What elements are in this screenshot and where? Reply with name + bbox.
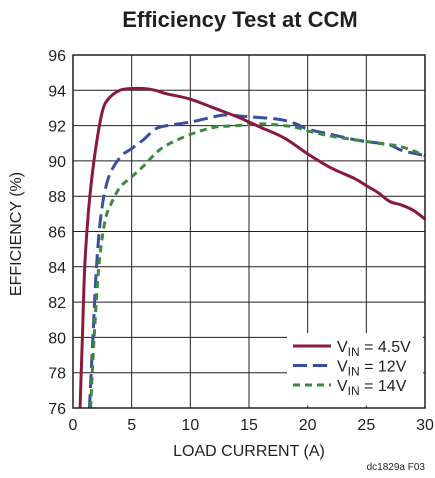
x-tick-label: 15 bbox=[240, 417, 258, 434]
figure-footnote: dc1829a F03 bbox=[367, 462, 426, 473]
y-tick-label: 82 bbox=[48, 295, 66, 312]
series-line-2 bbox=[89, 122, 425, 408]
x-axis-label: LOAD CURRENT (A) bbox=[173, 443, 325, 460]
y-tick-label: 76 bbox=[48, 401, 66, 418]
x-tick-label: 5 bbox=[127, 417, 136, 434]
x-tick-label: 30 bbox=[416, 417, 434, 434]
plot-frame bbox=[72, 54, 426, 409]
y-tick-label: 90 bbox=[48, 154, 66, 171]
tick-labels: 0 5 10 15 20 25 30 76 78 80 82 84 86 88 90 92 94 96 bbox=[48, 48, 434, 434]
y-tick-label: 84 bbox=[48, 260, 66, 277]
y-tick-label: 94 bbox=[48, 83, 66, 100]
y-tick-label: 96 bbox=[48, 48, 66, 65]
chart-title: Efficiency Test at CCM bbox=[122, 7, 358, 32]
y-axis-label: EFFICIENCY (%) bbox=[8, 172, 25, 296]
x-tick-label: 10 bbox=[181, 417, 199, 434]
series-layer bbox=[78, 86, 425, 408]
x-tick-label: 20 bbox=[299, 417, 317, 434]
x-tick-label: 0 bbox=[69, 417, 78, 434]
legend-label-0: VIN = 4.5V bbox=[337, 339, 411, 359]
series-line-0 bbox=[78, 86, 425, 408]
legend-label-1: VIN = 12V bbox=[337, 359, 407, 379]
y-tick-label: 78 bbox=[48, 366, 66, 383]
legend-label-2: VIN = 14V bbox=[337, 378, 407, 398]
x-tick-label: 25 bbox=[357, 417, 375, 434]
y-tick-label: 80 bbox=[48, 330, 66, 347]
y-tick-label: 86 bbox=[48, 225, 66, 242]
y-tick-label: 88 bbox=[48, 189, 66, 206]
y-tick-label: 92 bbox=[48, 119, 66, 136]
